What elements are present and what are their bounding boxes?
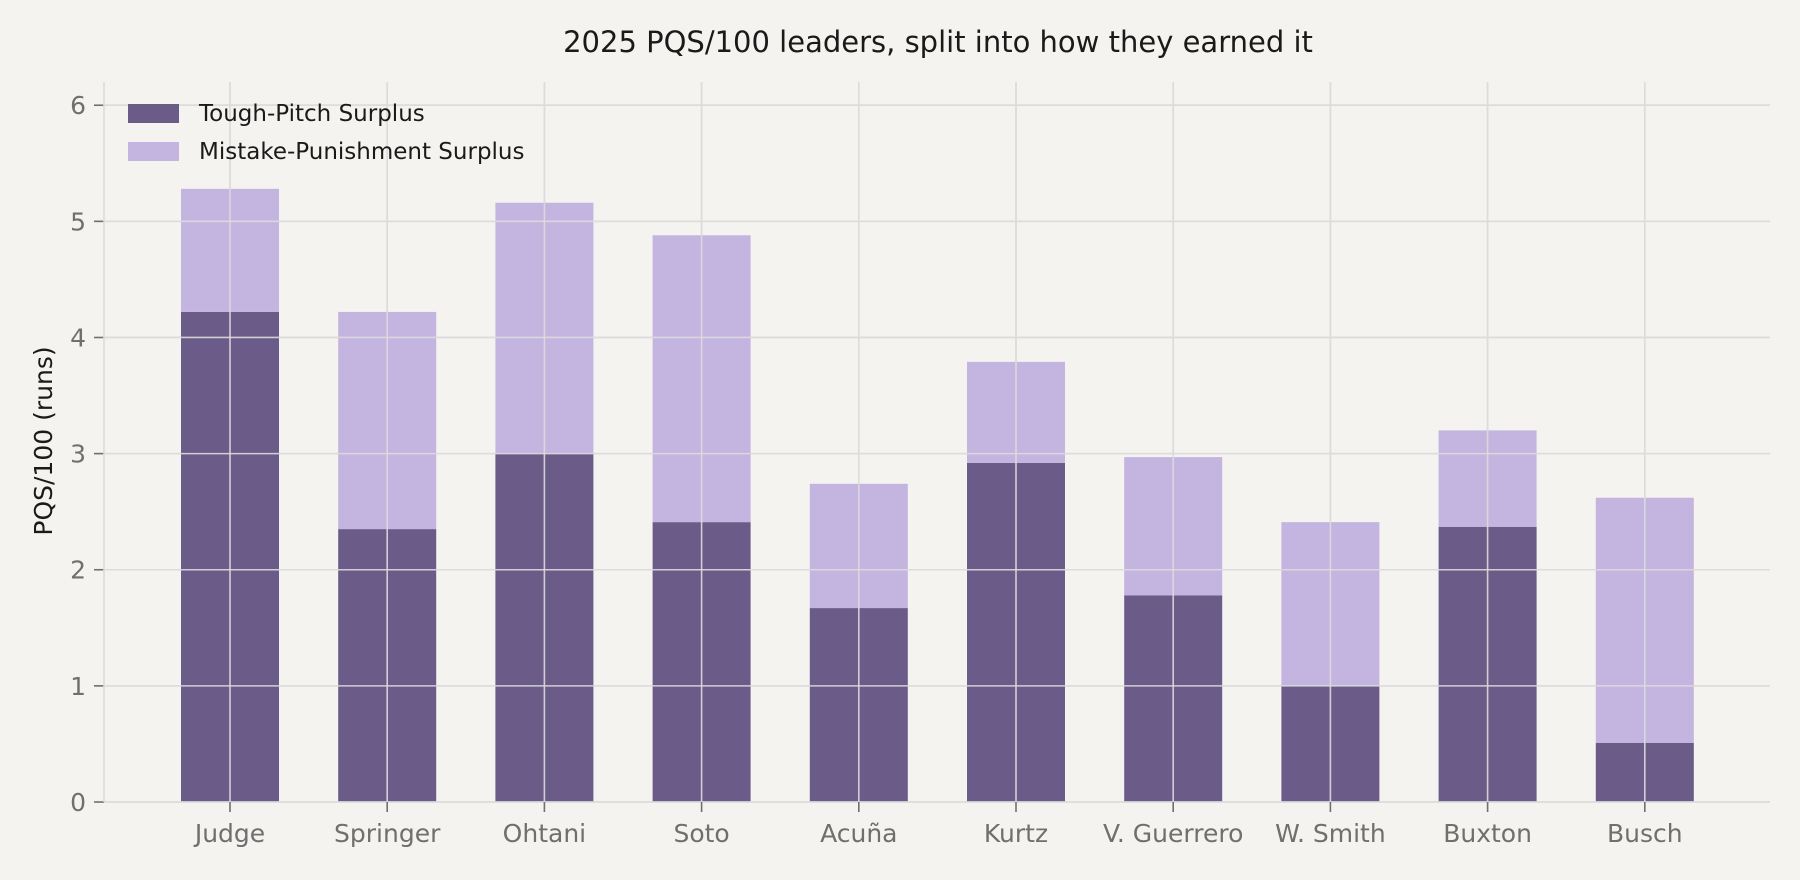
y-tick-label: 4 — [70, 323, 86, 352]
legend: Tough-Pitch Surplus Mistake-Punishment Su… — [128, 101, 525, 165]
y-axis-label: PQS/100 (runs) — [29, 346, 58, 535]
x-tick-label: Ohtani — [503, 819, 586, 848]
y-tick-label: 5 — [70, 207, 86, 236]
axes — [94, 82, 1770, 812]
x-tick-label: Busch — [1607, 819, 1683, 848]
x-tick-label: Soto — [673, 819, 729, 848]
legend-label: Tough-Pitch Surplus — [198, 101, 425, 127]
chart-title: 2025 PQS/100 leaders, split into how the… — [563, 25, 1313, 59]
y-tick-label: 6 — [70, 91, 86, 120]
y-tick-label: 3 — [70, 440, 86, 469]
x-tick-label: W. Smith — [1275, 819, 1386, 848]
x-tick-label: V. Guerrero — [1103, 819, 1243, 848]
y-tick-label: 2 — [70, 556, 86, 585]
legend-swatch — [128, 142, 179, 161]
x-tick-label: Acuña — [820, 819, 897, 848]
legend-swatch — [128, 104, 179, 123]
x-tick-label: Judge — [193, 819, 265, 848]
legend-label: Mistake-Punishment Surplus — [199, 139, 525, 165]
x-tick-label: Springer — [334, 819, 441, 848]
bars — [181, 188, 1694, 802]
y-tick-label: 0 — [70, 788, 86, 817]
y-tick-label: 1 — [70, 672, 86, 701]
x-tick-label: Buxton — [1443, 819, 1532, 848]
tick-labels: 0 1 2 3 4 5 6 Judge Springer Ohtani Soto Acuña Kurtz… — [70, 91, 1683, 848]
x-tick-label: Kurtz — [984, 819, 1048, 848]
